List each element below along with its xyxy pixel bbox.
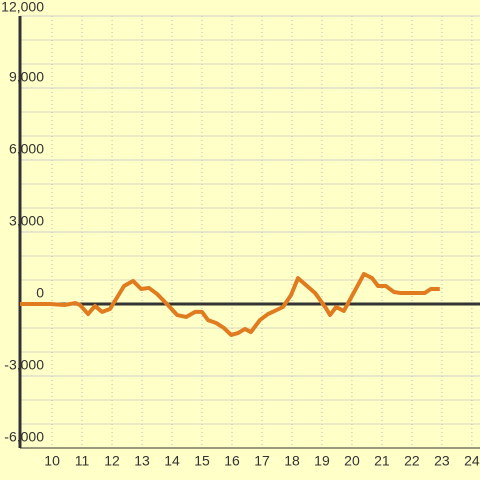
y-tick-label: 0 bbox=[36, 285, 44, 301]
y-tick-label: -6,000 bbox=[4, 429, 44, 445]
x-tick-label: 15 bbox=[194, 453, 210, 469]
y-tick-label: -3,000 bbox=[4, 357, 44, 373]
x-tick-label: 21 bbox=[374, 453, 390, 469]
x-tick-label: 12 bbox=[104, 453, 120, 469]
x-tick-label: 17 bbox=[254, 453, 270, 469]
x-tick-label: 24 bbox=[464, 453, 480, 469]
x-tick-label: 18 bbox=[284, 453, 300, 469]
x-tick-label: 13 bbox=[134, 453, 150, 469]
x-tick-label: 23 bbox=[434, 453, 450, 469]
y-tick-label: 12,000 bbox=[1, 0, 44, 15]
x-tick-label: 19 bbox=[314, 453, 330, 469]
x-tick-label: 11 bbox=[75, 453, 90, 469]
y-tick-label: 9,000 bbox=[9, 69, 44, 85]
x-tick-label: 20 bbox=[344, 453, 360, 469]
y-tick-label: 6,000 bbox=[9, 141, 44, 157]
x-tick-label: 16 bbox=[224, 453, 240, 469]
x-tick-label: 10 bbox=[44, 453, 60, 469]
x-tick-label: 14 bbox=[164, 453, 180, 469]
y-tick-label: 3,000 bbox=[9, 213, 44, 229]
data-line bbox=[20, 272, 440, 337]
x-tick-label: 22 bbox=[404, 453, 420, 469]
